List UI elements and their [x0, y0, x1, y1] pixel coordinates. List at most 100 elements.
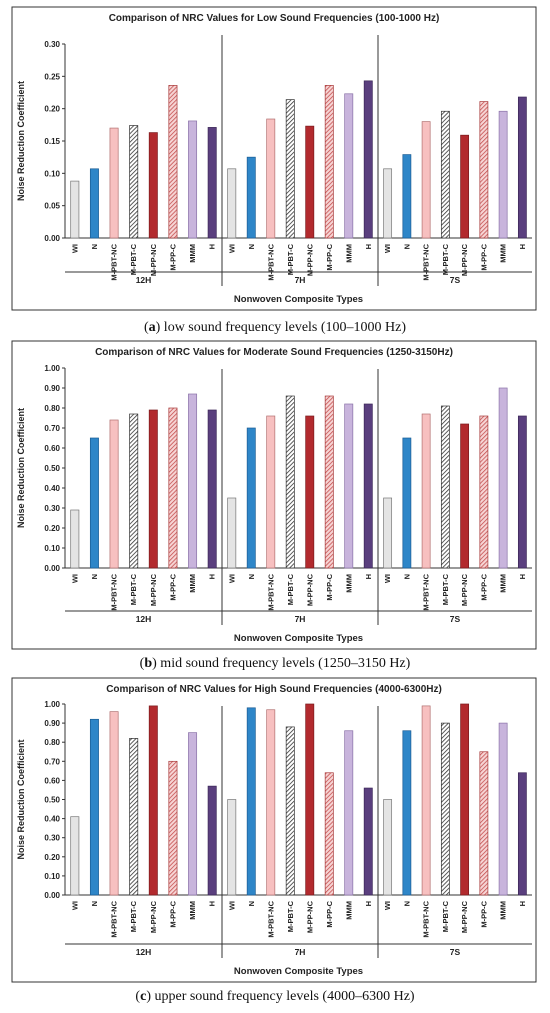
chart-panel-1: Comparison of NRC Values for Low Sound F…: [11, 6, 537, 311]
x-tick-label: H: [518, 901, 527, 906]
y-tick-label: 0.25: [44, 72, 60, 81]
y-tick-label: 0.00: [44, 234, 60, 243]
y-tick-label: 0.10: [44, 169, 60, 178]
x-tick-label: M-PBT-C: [129, 900, 138, 932]
y-tick-label: 1.00: [44, 364, 60, 373]
x-tick-label: M-PBT-NC: [266, 900, 275, 937]
bar-7S-M-PBT-NC: [421, 413, 431, 569]
x-tick-label: WI: [70, 574, 79, 583]
bar-7S-WI: [383, 799, 393, 896]
bar-12H-M-PBT-NC: [109, 711, 119, 896]
bar-12H-M-PP-C: [168, 407, 178, 569]
bar-12H-M-PP-NC: [148, 409, 158, 569]
x-tick-label: M-PBT-C: [441, 243, 450, 275]
bar-7H-M-PBT-C: [285, 726, 295, 896]
y-tick-label: 0.70: [44, 424, 60, 433]
y-tick-label: 1.00: [44, 700, 60, 709]
x-tick-label: N: [90, 901, 99, 906]
x-tick-label: M-PP-NC: [149, 900, 158, 933]
bar-12H-MMM: [188, 732, 198, 896]
y-tick-label: 0.30: [44, 504, 60, 513]
chart-panel-2: Comparison of NRC Values for Moderate So…: [11, 340, 537, 650]
y-axis-label: Noise Reduction Coefficient: [16, 408, 26, 528]
bar-12H-M-PBT-NC: [109, 419, 119, 569]
x-tick-label: M-PBT-C: [286, 900, 295, 932]
chart-title: Comparison of NRC Values for Moderate So…: [95, 347, 453, 358]
x-tick-label: M-PP-C: [479, 573, 488, 600]
bar-7H-M-PP-NC: [305, 703, 315, 896]
y-tick-label: 0.50: [44, 796, 60, 805]
group-label: 12H: [136, 275, 152, 285]
bar-7H-MMM: [344, 93, 354, 239]
y-tick-label: 0.50: [44, 464, 60, 473]
y-tick-label: 0.90: [44, 384, 60, 393]
x-tick-label: H: [364, 574, 373, 579]
x-tick-label: H: [364, 244, 373, 249]
bar-12H-M-PBT-NC: [109, 127, 119, 239]
y-tick-label: 0.00: [44, 891, 60, 900]
bar-7H-M-PBT-C: [285, 99, 295, 239]
x-tick-label: M-PBT-C: [286, 573, 295, 605]
bar-7S-M-PP-C: [479, 415, 489, 569]
x-axis-label: Nonwoven Composite Types: [234, 294, 363, 305]
x-tick-label: N: [402, 574, 411, 579]
x-tick-label: M-PP-C: [325, 573, 334, 600]
x-tick-label: H: [518, 574, 527, 579]
bar-7H-H: [363, 80, 373, 239]
x-tick-label: M-PP-C: [168, 243, 177, 270]
bar-12H-M-PBT-C: [129, 738, 139, 896]
bar-7H-H: [363, 403, 373, 569]
bar-7S-MMM: [498, 722, 508, 896]
bar-7H-M-PP-C: [324, 772, 334, 896]
x-tick-label: N: [90, 244, 99, 249]
bar-7H-N: [246, 707, 256, 896]
bar-7S-M-PBT-C: [440, 110, 450, 239]
chart-title: Comparison of NRC Values for Low Sound F…: [109, 13, 440, 24]
x-tick-label: WI: [383, 574, 392, 583]
x-tick-label: M-PBT-NC: [110, 573, 119, 610]
bar-7S-H: [517, 772, 527, 896]
x-tick-label: M-PBT-NC: [110, 243, 119, 280]
x-tick-label: MMM: [344, 574, 353, 593]
bar-7H-M-PBT-NC: [266, 118, 276, 239]
bar-7S-M-PP-NC: [460, 134, 470, 239]
bar-12H-H: [207, 409, 217, 569]
y-axis-label: Noise Reduction Coefficient: [16, 81, 26, 201]
x-tick-label: M-PBT-NC: [266, 243, 275, 280]
bar-7S-M-PBT-NC: [421, 705, 431, 896]
x-tick-label: MMM: [499, 574, 508, 593]
y-tick-label: 0.15: [44, 137, 60, 146]
y-tick-label: 0.10: [44, 872, 60, 881]
x-axis-label: Nonwoven Composite Types: [234, 633, 363, 644]
x-tick-label: M-PP-NC: [460, 900, 469, 933]
y-tick-label: 0.60: [44, 776, 60, 785]
bar-7H-M-PBT-NC: [266, 415, 276, 569]
chart-title: Comparison of NRC Values for High Sound …: [106, 684, 442, 695]
bar-7S-M-PP-NC: [460, 423, 470, 569]
y-tick-label: 0.30: [44, 40, 60, 49]
group-label: 7H: [295, 614, 306, 624]
x-tick-label: M-PP-C: [325, 900, 334, 927]
bar-7H-MMM: [344, 403, 354, 569]
group-label: 7S: [450, 275, 461, 285]
bar-12H-M-PP-C: [168, 760, 178, 896]
bar-7S-N: [402, 437, 412, 569]
x-tick-label: M-PBT-NC: [422, 243, 431, 280]
x-tick-label: M-PBT-C: [286, 243, 295, 275]
y-tick-label: 0.20: [44, 853, 60, 862]
group-label: 7H: [295, 947, 306, 957]
x-tick-label: M-PP-C: [168, 573, 177, 600]
y-tick-label: 0.80: [44, 404, 60, 413]
x-tick-label: N: [402, 901, 411, 906]
group-label: 12H: [136, 614, 152, 624]
bar-12H-WI: [70, 816, 80, 896]
x-tick-label: MMM: [344, 244, 353, 263]
bar-12H-N: [89, 718, 99, 896]
y-tick-label: 0.00: [44, 564, 60, 573]
x-tick-label: M-PBT-C: [441, 573, 450, 605]
bar-7S-H: [517, 96, 527, 239]
x-tick-label: M-PBT-NC: [422, 573, 431, 610]
bar-7S-N: [402, 730, 412, 896]
bar-7H-H: [363, 787, 373, 896]
